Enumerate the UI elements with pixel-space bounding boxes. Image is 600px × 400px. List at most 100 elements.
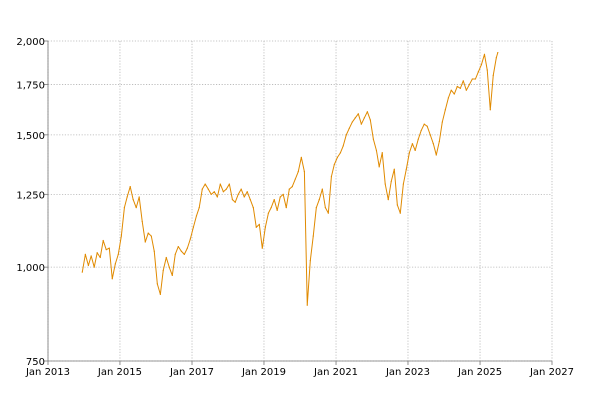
data-point (168, 266, 170, 268)
data-point (456, 85, 458, 88)
data-point (276, 209, 278, 211)
data-point (375, 149, 378, 152)
data-point (297, 171, 299, 173)
data-point (387, 199, 389, 201)
data-point (120, 235, 122, 237)
data-point (435, 154, 437, 156)
data-point (81, 271, 83, 273)
data-point (453, 93, 455, 95)
data-point (222, 191, 224, 193)
data-point (174, 253, 176, 255)
data-point (213, 191, 215, 193)
data-point (345, 134, 347, 136)
data-point (399, 212, 401, 214)
grid-lines (47, 40, 553, 362)
data-point (474, 78, 477, 80)
data-point (471, 78, 473, 80)
y-tick-label: 1,500 (16, 131, 45, 142)
data-point (123, 207, 125, 209)
data-point (360, 123, 362, 125)
data-point (159, 293, 161, 295)
data-point (291, 186, 293, 188)
data-point (183, 253, 185, 255)
data-point (444, 109, 446, 111)
data-point (105, 249, 107, 251)
data-point (198, 207, 200, 209)
data-point (363, 117, 365, 119)
data-point (177, 246, 179, 248)
x-tick-label: Jan 2025 (457, 367, 502, 378)
y-tick-label: 1,250 (16, 190, 45, 201)
x-tick-label: Jan 2013 (25, 367, 70, 378)
data-point (339, 152, 342, 154)
data-point (237, 193, 239, 195)
data-point (189, 238, 191, 240)
data-point (303, 171, 305, 173)
data-point (441, 121, 443, 123)
tick-labels: Jan 2013 Jan 2015 Jan 2017 Jan 2019 Jan 2021… (16, 37, 574, 378)
data-point (357, 113, 359, 115)
data-point (114, 263, 116, 265)
data-point (141, 220, 143, 223)
data-point (417, 138, 419, 140)
data-point (258, 223, 260, 225)
data-point (135, 207, 137, 209)
data-point (270, 207, 272, 209)
data-point (306, 304, 308, 306)
data-point (186, 247, 188, 249)
data-point (228, 183, 230, 185)
x-tick-label: Jan 2027 (529, 367, 574, 378)
data-point (192, 226, 194, 228)
data-point (96, 252, 98, 254)
axes (44, 40, 553, 365)
data-point (180, 250, 182, 252)
data-point (492, 74, 494, 76)
data-point (330, 175, 332, 178)
data-point (318, 199, 320, 201)
data-point (87, 264, 90, 267)
data-point (354, 117, 356, 119)
data-point (288, 188, 290, 190)
data-point (468, 83, 470, 86)
data-point (216, 196, 218, 198)
data-point (351, 121, 353, 123)
data-point (477, 71, 479, 73)
data-point (390, 180, 392, 183)
data-point (84, 253, 86, 255)
data-point (264, 226, 266, 228)
data-point (408, 152, 410, 154)
data-point (156, 283, 158, 285)
data-point (366, 111, 368, 113)
data-point (255, 226, 257, 228)
data-point (486, 69, 488, 71)
data-point (243, 196, 245, 198)
data-point (234, 201, 236, 203)
data-point (423, 123, 425, 125)
data-point (372, 138, 374, 140)
y-tick-label: 1,750 (16, 81, 45, 92)
data-point (429, 134, 431, 136)
x-tick-label: Jan 2019 (241, 367, 286, 378)
x-tick-label: Jan 2023 (385, 367, 430, 378)
data-point (273, 199, 275, 201)
data-point (240, 188, 242, 190)
data-point (411, 143, 414, 145)
data-point (252, 207, 254, 209)
data-point (294, 178, 296, 180)
data-point (171, 274, 173, 276)
data-point (438, 140, 440, 143)
data-point (246, 191, 248, 193)
data-point (201, 188, 203, 190)
data-point (210, 193, 212, 195)
data-point (261, 247, 263, 249)
data-point (462, 80, 464, 82)
data-point (489, 109, 491, 111)
series-layer (81, 52, 499, 306)
data-point (126, 196, 128, 198)
data-point (132, 199, 134, 201)
data-point (483, 53, 486, 55)
x-tick-label: Jan 2021 (313, 367, 358, 378)
data-point (129, 186, 131, 188)
data-point (348, 127, 350, 129)
